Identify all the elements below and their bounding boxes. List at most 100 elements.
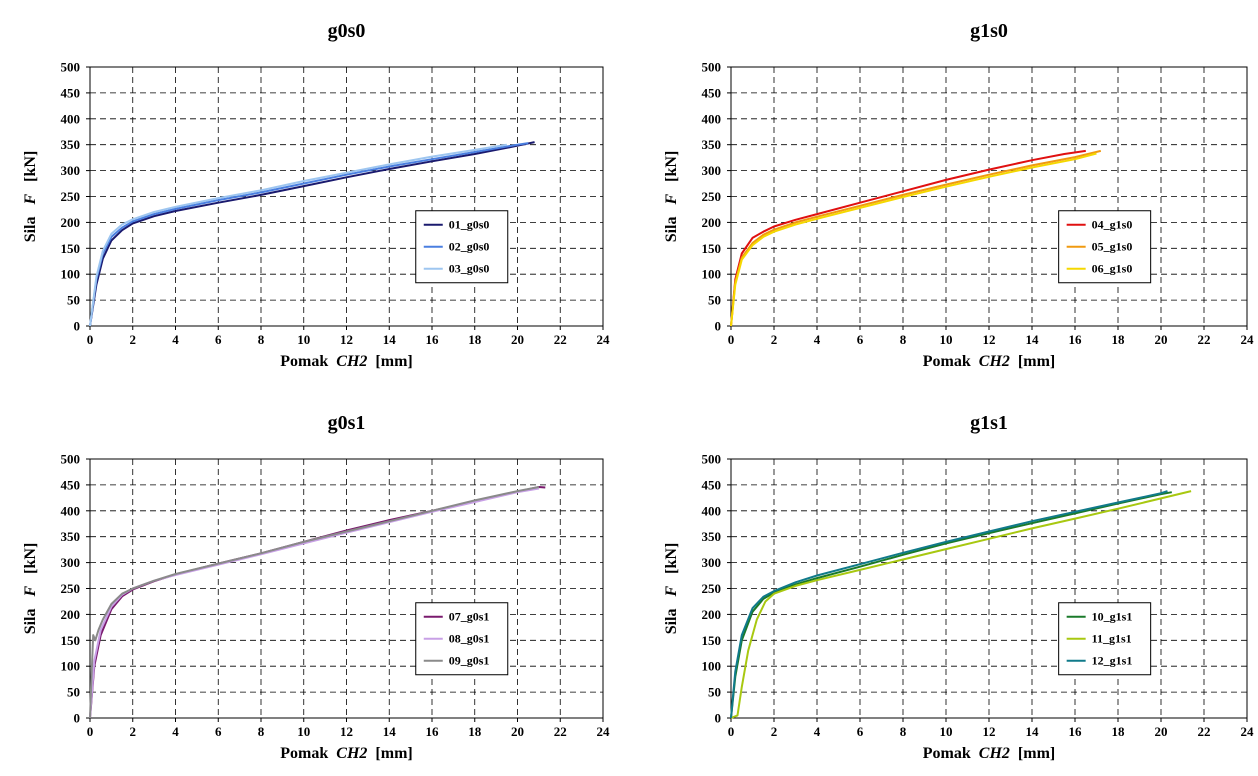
- x-tick-label: 8: [258, 724, 265, 739]
- y-tick-label: 150: [702, 633, 722, 648]
- y-axis-label-part: Sila: [663, 608, 680, 634]
- y-tick-label: 250: [61, 581, 81, 596]
- x-tick-label: 8: [900, 724, 907, 739]
- y-tick-label: 350: [702, 529, 722, 544]
- y-axis-label: Sila F [kN]: [22, 543, 39, 635]
- chart-title: g0s0: [328, 20, 366, 42]
- x-tick-label: 12: [340, 332, 353, 347]
- gridlines: [731, 459, 1247, 718]
- chart-title: g0s1: [328, 412, 366, 434]
- series-line-03_g0s0: [89, 143, 507, 327]
- y-axis-label-part: [kN]: [663, 151, 680, 194]
- x-axis-label-part: Pomak: [280, 745, 328, 762]
- x-tick-label: 0: [728, 332, 735, 347]
- y-tick-label: 500: [702, 452, 722, 467]
- x-tick-label: 0: [728, 724, 735, 739]
- x-tick-label: 18: [468, 332, 482, 347]
- series-line-02_g0s0: [89, 142, 529, 327]
- x-tick-label: 6: [215, 332, 222, 347]
- x-axis-label-part: [mm]: [367, 745, 412, 762]
- y-tick-label: 200: [702, 607, 722, 622]
- x-tick-label: 18: [1112, 724, 1126, 739]
- y-tick-label: 250: [702, 581, 722, 596]
- y-tick-label: 200: [702, 215, 722, 230]
- y-tick-label: 150: [61, 633, 81, 648]
- series-line-12_g1s1: [730, 490, 1168, 719]
- x-tick-label: 14: [1026, 332, 1040, 347]
- x-tick-label: 24: [1241, 332, 1255, 347]
- x-tick-label: 22: [554, 724, 567, 739]
- x-tick-label: 10: [297, 332, 310, 347]
- x-axis-label: Pomak CH2 [mm]: [923, 745, 1055, 762]
- y-tick-label: 100: [702, 267, 722, 282]
- y-tick-label: 450: [61, 85, 81, 100]
- y-tick-label: 200: [61, 607, 81, 622]
- y-tick-label: 250: [702, 189, 722, 204]
- x-tick-label: 2: [771, 332, 778, 347]
- y-tick-label: 400: [61, 111, 81, 126]
- y-tick-label: 300: [702, 555, 722, 570]
- x-tick-label: 18: [468, 724, 482, 739]
- legend: 10_g1s1 11_g1s1 12_g1s1: [1058, 602, 1152, 676]
- y-tick-label: 300: [61, 555, 81, 570]
- x-axis-label-part: [mm]: [367, 353, 412, 370]
- y-tick-label: 50: [67, 685, 80, 700]
- y-tick-label: 450: [702, 85, 722, 100]
- x-tick-label: 0: [87, 332, 94, 347]
- y-tick-label: 350: [61, 137, 81, 152]
- x-tick-label: 10: [297, 724, 310, 739]
- legend-label: 12_g1s1: [1092, 654, 1133, 668]
- x-tick-label: 14: [1026, 724, 1040, 739]
- x-tick-label: 16: [1069, 332, 1083, 347]
- y-axis-label: Sila F [kN]: [663, 151, 680, 243]
- x-tick-label: 24: [597, 724, 611, 739]
- x-tick-label: 4: [814, 724, 821, 739]
- legend-label: 07_g0s1: [449, 610, 490, 624]
- x-tick-label: 24: [1241, 724, 1255, 739]
- x-tick-label: 8: [900, 332, 907, 347]
- x-axis-label: Pomak CH2 [mm]: [280, 353, 412, 370]
- x-tick-label: 10: [940, 332, 953, 347]
- x-axis-label: Pomak CH2 [mm]: [923, 353, 1055, 370]
- gridlines: [731, 67, 1247, 326]
- y-tick-label: 250: [61, 189, 81, 204]
- legend-label: 04_g1s0: [1092, 218, 1133, 232]
- x-tick-label: 20: [1155, 332, 1168, 347]
- x-tick-label: 18: [1112, 332, 1126, 347]
- x-tick-label: 22: [554, 332, 567, 347]
- legend-label: 08_g0s1: [449, 632, 490, 646]
- series-line-04_g1s0: [730, 149, 1086, 327]
- legend: 01_g0s0 02_g0s0 03_g0s0: [415, 210, 509, 284]
- y-tick-label: 50: [708, 685, 721, 700]
- y-axis-label: Sila F [kN]: [22, 151, 39, 243]
- x-tick-label: 2: [130, 332, 137, 347]
- y-tick-label: 0: [74, 711, 81, 726]
- y-tick-label: 300: [61, 163, 81, 178]
- chart-title: g1s1: [970, 412, 1008, 434]
- x-axis-label-part: Pomak: [280, 353, 328, 370]
- y-axis-label-part: F: [663, 585, 680, 608]
- x-tick-label: 16: [426, 332, 440, 347]
- y-tick-label: 450: [61, 477, 81, 492]
- y-axis-label-part: F: [22, 193, 39, 216]
- x-axis-label-part: Pomak: [923, 353, 971, 370]
- x-axis-label-part: Pomak: [923, 745, 971, 762]
- x-tick-label: 10: [940, 724, 953, 739]
- y-tick-label: 400: [702, 111, 722, 126]
- y-tick-label: 0: [715, 319, 722, 334]
- x-tick-label: 2: [130, 724, 137, 739]
- x-tick-label: 8: [258, 332, 265, 347]
- legend-label: 09_g0s1: [449, 654, 490, 668]
- y-axis-label-part: Sila: [22, 608, 39, 634]
- x-tick-label: 4: [172, 332, 179, 347]
- x-tick-label: 22: [1198, 332, 1211, 347]
- series-line-06_g1s0: [730, 152, 1097, 327]
- series-line-05_g1s0: [730, 149, 1102, 327]
- x-tick-label: 14: [383, 724, 397, 739]
- y-tick-label: 100: [702, 659, 722, 674]
- series-line-01_g0s0: [89, 141, 535, 327]
